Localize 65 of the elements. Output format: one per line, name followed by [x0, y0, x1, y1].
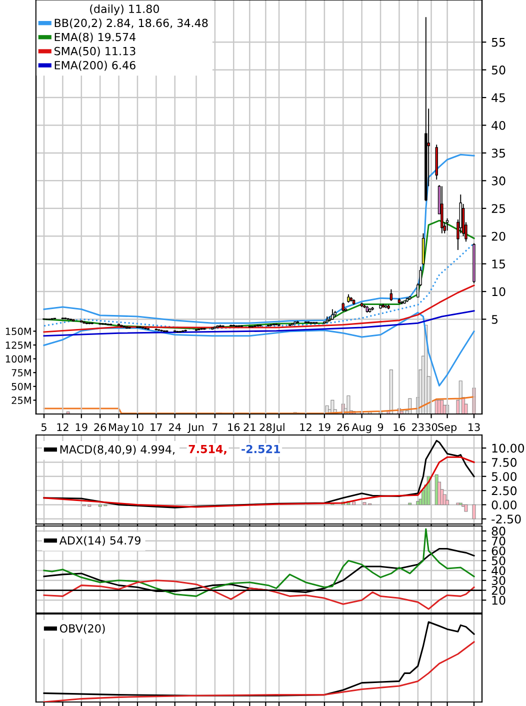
legend-label: ADX(14) 54.79 [59, 536, 140, 546]
y-tick-label: 5 [492, 315, 498, 324]
y2-tick-label: 100M [6, 355, 31, 363]
y-tick-label: 7.50 [492, 458, 517, 467]
y-tick-label: 40 [492, 566, 506, 576]
y-tick-label: 20 [492, 586, 506, 595]
y-tick-label: 30 [492, 576, 506, 586]
text: 7.514, [188, 444, 226, 455]
y-tick-label: 20 [492, 232, 506, 241]
y-tick-label: 55 [492, 38, 506, 47]
x-tick-label: 23 [412, 423, 424, 432]
y2-tick-label: 50M [12, 382, 31, 390]
y-tick-label: 10 [492, 287, 506, 296]
y-tick-label: 35 [492, 148, 506, 158]
x-tick-label: May [109, 423, 130, 434]
x-tick-label: 5 [42, 423, 46, 432]
y-tick-label: 70 [492, 536, 506, 546]
y-tick-label: 15 [492, 260, 506, 268]
x-tick-label: 16 [228, 423, 240, 432]
legend-label: EMA(8) 19.574 [54, 32, 136, 43]
x-tick-label: 19 [318, 423, 330, 432]
y2-tick-label: 75M [12, 369, 31, 376]
y2-tick-label: 25M [12, 396, 31, 404]
y2-tick-label: 125M [6, 341, 31, 349]
y-tick-label: 45 [492, 93, 506, 102]
x-tick-label: 10 [132, 423, 144, 432]
x-tick-label: 21 [244, 423, 256, 431]
legend-label: BB(20,2) 2.84, 18.66, 34.48 [54, 18, 208, 28]
x-tick-label: 12 [300, 423, 312, 431]
legend-label: SMA(50) 11.13 [54, 46, 136, 57]
x-tick-label: 16 [394, 423, 406, 432]
x-tick-label: 9 [378, 423, 384, 432]
text: MACD(8,40,9) 4.994, [60, 445, 174, 455]
annotation: -2.521 [242, 444, 280, 454]
x-tick-label: 7 [212, 423, 218, 431]
y-tick-label: 50 [492, 556, 506, 566]
x-tick-label: Jul [272, 423, 284, 434]
y-tick-label: 10.00 [492, 444, 524, 453]
y-tick-label: 0.00 [492, 500, 517, 510]
x-tick-label: 26 [337, 423, 350, 432]
y-tick-label: 50 [492, 66, 506, 74]
y-tick-label: 25 [492, 204, 506, 214]
x-tick-label: 12 [57, 423, 68, 431]
y-tick-label: 40 [492, 120, 506, 130]
y-tick-label: 80 [492, 526, 506, 536]
x-tick-label: 24 [169, 423, 181, 431]
text: OBV(20) [60, 624, 105, 634]
y2-tick-label: 150M [6, 328, 31, 336]
y-tick-label: 2.50 [492, 486, 517, 496]
x-tick-label: Sep [438, 423, 457, 434]
legend-title: (daily) 11.80 [90, 4, 160, 16]
y-tick-label: 30 [492, 176, 506, 186]
x-tick-label: Aug [352, 423, 372, 434]
legend-label: EMA(200) 6.46 [54, 60, 136, 71]
x-tick-label: 13 [468, 423, 480, 432]
y-tick-label: 60 [492, 546, 506, 556]
x-tick-label: 30 [425, 423, 438, 432]
x-tick-label: 28 [260, 423, 272, 432]
x-tick-label: 17 [150, 423, 162, 431]
y-tick-label: -2.50 [492, 514, 521, 524]
y-tick-label: 5.00 [492, 472, 517, 482]
x-tick-label: 19 [76, 423, 88, 432]
y-tick-label: 10 [492, 596, 506, 605]
x-tick-label: Jun [188, 423, 204, 434]
x-tick-label: 26 [94, 423, 106, 432]
